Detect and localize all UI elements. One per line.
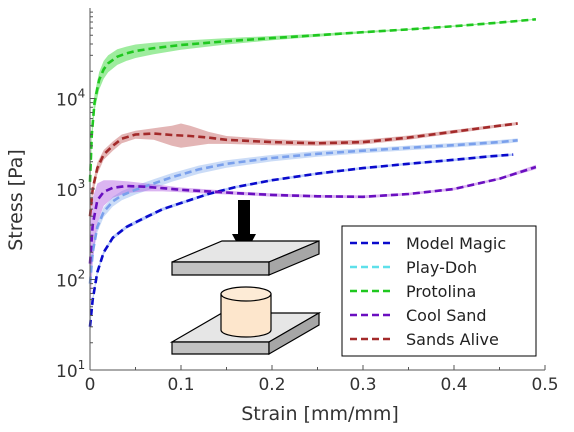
legend-label-model-magic: Model Magic: [406, 234, 506, 253]
line-cool-sand: [88, 165, 537, 264]
band-protolina: [90, 18, 536, 189]
legend-label-cool-sand: Cool Sand: [406, 306, 487, 325]
line-play-doh: [88, 139, 518, 284]
x-ticks: 0 0.1 0.2 0.3 0.4 0.5: [85, 365, 559, 395]
x-tick-label: 0.5: [531, 375, 558, 395]
x-tick-label: 0.2: [258, 375, 285, 395]
y-tick-label: 104: [56, 87, 85, 111]
y-tick-label: 103: [56, 177, 85, 201]
axes: 101 102 103 104 0 0.1 0.2 0.3 0.4 0.5: [56, 8, 559, 395]
x-tick-label: 0: [85, 375, 96, 395]
compression-arrow-shaft: [238, 200, 250, 236]
series-lines: [88, 18, 537, 327]
x-tick-label: 0.3: [349, 375, 376, 395]
line-sands-alive: [88, 122, 518, 217]
line-protolina: [88, 18, 537, 182]
cylinder-sample: [220, 286, 272, 338]
band-sands-alive: [90, 122, 518, 225]
x-tick-label: 0.1: [167, 375, 194, 395]
legend-label-sands-alive: Sands Alive: [406, 330, 499, 349]
x-tick-label: 0.4: [440, 375, 467, 395]
line-model-magic: [88, 153, 514, 327]
compression-inset-diagram: [169, 200, 322, 356]
x-axis-title: Strain [mm/mm]: [241, 403, 399, 425]
legend-label-play-doh: Play-Doh: [406, 258, 477, 277]
legend: Model Magic Play-Doh Protolina Cool Sand San…: [341, 225, 537, 357]
top-plate: [171, 240, 320, 276]
y-ticks: 101 102 103 104: [56, 11, 95, 382]
band-model-magic: [90, 153, 514, 330]
legend-label-protolina: Protolina: [406, 282, 476, 301]
y-tick-label: 101: [56, 358, 85, 382]
y-tick-label: 102: [56, 268, 85, 292]
y-axis-title: Stress [Pa]: [5, 149, 27, 251]
